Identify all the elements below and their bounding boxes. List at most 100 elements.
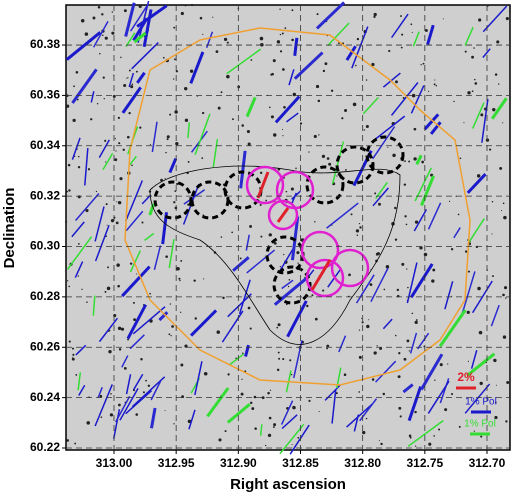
star [111,11,114,13]
star [411,312,414,315]
star [419,246,423,250]
star [80,19,85,23]
star [434,379,436,381]
star [316,13,319,16]
star [291,9,294,12]
vector [351,26,369,69]
vector [276,207,290,223]
vector [74,261,84,278]
star [292,92,297,97]
star [505,17,509,21]
vector [238,279,251,315]
star [366,324,370,329]
star [453,100,455,103]
vector [375,360,397,383]
star [292,405,296,410]
star [498,83,500,85]
vector [246,249,276,274]
star [67,280,69,282]
star [284,27,287,30]
vector [94,206,105,242]
star [427,90,430,92]
star [314,221,316,223]
star [254,427,257,430]
star [273,241,277,245]
star [392,153,396,158]
decorations [64,0,510,455]
star [503,215,507,220]
vector [331,389,337,424]
star [423,252,428,257]
star [299,122,303,125]
star [201,157,204,159]
star [189,69,194,73]
star [173,26,176,29]
vector [412,31,420,47]
star [164,410,166,412]
circle [330,248,370,288]
vector [490,304,500,327]
star [322,289,325,292]
star [105,161,107,163]
star [175,141,179,146]
star [178,277,181,280]
legend: 2% 1% Pol 1% Pol [456,370,497,436]
star [129,262,133,265]
vector [259,424,263,436]
star [501,210,503,212]
vector [286,112,299,123]
star [480,435,483,438]
star [473,430,475,432]
circle [305,165,345,205]
star [149,292,151,295]
star [201,111,205,115]
star [406,268,408,270]
star [87,168,91,171]
y-tick-label: 60.32 [30,188,60,202]
star [317,99,321,103]
star [463,122,465,124]
vector [125,210,144,232]
star [241,378,243,380]
star [128,111,131,115]
star [276,326,279,329]
star [385,265,390,269]
vector [256,171,270,199]
star [428,442,432,446]
vector [471,280,493,314]
vector [429,121,442,135]
star [494,73,498,76]
vector [290,216,300,261]
star [273,133,277,137]
y-tick-label: 60.24 [30,390,60,404]
vector [438,309,467,348]
star [260,235,263,238]
vector [125,180,144,222]
star [330,89,334,93]
star [174,58,176,61]
star [485,138,490,142]
star [268,233,272,237]
star [132,301,135,304]
star [97,6,101,9]
star [85,208,89,213]
vector [221,310,244,343]
vector [289,424,310,455]
vector [168,158,178,174]
star [401,262,405,266]
star [117,200,122,205]
star [399,415,402,418]
star [434,79,436,81]
vector [415,154,423,165]
vector [71,221,85,238]
vector [124,2,136,37]
star [471,55,474,59]
star [371,62,375,67]
vector [66,236,93,270]
vector [187,122,191,139]
star [259,36,264,41]
star [174,190,177,193]
vector [338,335,347,353]
star [259,203,262,207]
star [326,347,328,350]
